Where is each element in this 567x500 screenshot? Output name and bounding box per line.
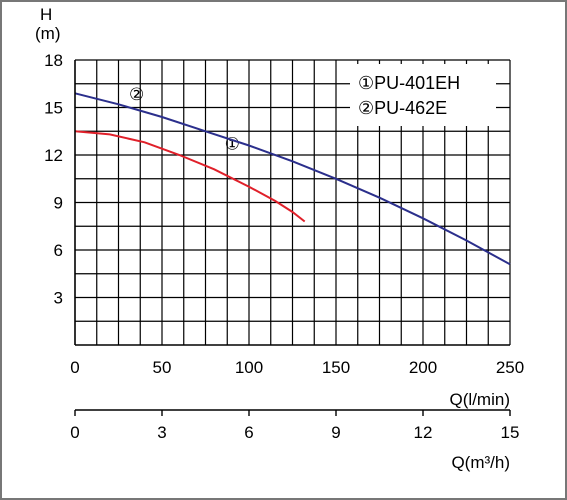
y-tick-label: 12 (44, 146, 63, 165)
legend-entry-1: ①PU-401EH (358, 73, 460, 93)
x2-tick-label: 6 (244, 423, 253, 442)
x2-tick-label: 15 (501, 423, 520, 442)
y-tick-label: 9 (54, 194, 63, 213)
x-axis-title-secondary: Q(m³/h) (451, 453, 510, 472)
x-tick-label: 200 (409, 358, 437, 377)
x2-tick-label: 3 (157, 423, 166, 442)
y-tick-label: 15 (44, 99, 63, 118)
x-tick-label: 100 (235, 358, 263, 377)
axes: 3 6 9 12 15 18 H(m) 0 50 100 150 200 250 Q(l/min) 0 3 6 9… (35, 5, 524, 472)
grid (75, 59, 511, 345)
x2-tick-label: 0 (70, 423, 79, 442)
y-tick-label: 3 (54, 289, 63, 308)
x-tick-label: 150 (322, 358, 350, 377)
curve-marker-2: ② (129, 85, 144, 104)
y-axis-title: H (40, 5, 52, 24)
x-tick-label: 0 (70, 358, 79, 377)
x-tick-label: 50 (153, 358, 172, 377)
x2-tick-label: 9 (331, 423, 340, 442)
legend-background (350, 64, 496, 126)
legend: ①PU-401EH ②PU-462E (350, 64, 496, 126)
legend-entry-2: ②PU-462E (358, 98, 447, 118)
series-line-1 (74, 130, 306, 223)
y-tick-label: 18 (44, 51, 63, 70)
series-line-2 (74, 92, 511, 266)
y-tick-label: 6 (54, 241, 63, 260)
y-axis-unit: (m) (35, 24, 60, 43)
curves: ①② (74, 85, 511, 266)
x-tick-label: 250 (496, 358, 524, 377)
x2-tick-label: 12 (414, 423, 433, 442)
x-axis-title-primary: Q(l/min) (450, 390, 510, 409)
